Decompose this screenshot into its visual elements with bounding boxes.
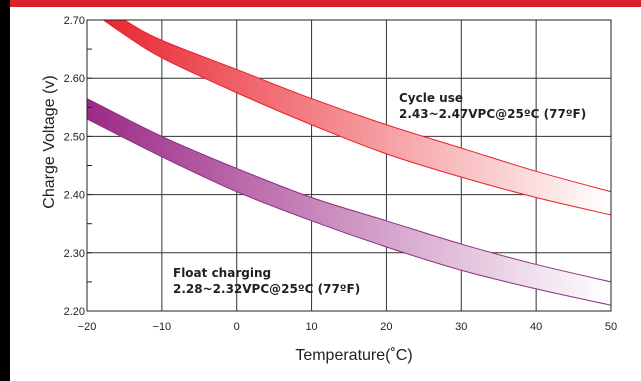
y-tick-label: 2.70 xyxy=(64,15,85,27)
x-tick-label: 10 xyxy=(305,321,317,333)
x-tick-label: −10 xyxy=(153,321,172,333)
y-tick-label: 2.40 xyxy=(64,190,85,202)
cycle-use-spec: 2.43~2.47VPC@25ºC (77ºF) xyxy=(399,107,586,121)
left-black-bar xyxy=(0,0,10,381)
y-tick-label: 2.50 xyxy=(64,131,85,143)
band-1 xyxy=(87,98,611,306)
x-tick-label: −20 xyxy=(78,321,97,333)
float-charging-label: Float charging xyxy=(173,266,271,280)
y-tick-label: 2.30 xyxy=(64,248,85,260)
x-tick-label: 30 xyxy=(455,321,467,333)
tick-marks xyxy=(87,19,92,312)
top-red-bar xyxy=(0,0,641,7)
x-tick-labels: −20 −10 0 10 20 30 40 50 xyxy=(78,321,617,333)
x-tick-label: 20 xyxy=(380,321,392,333)
x-axis-title: Temperature(˚C) xyxy=(295,347,412,364)
y-tick-labels: 2.20 2.30 2.40 2.50 2.60 2.70 xyxy=(64,15,85,318)
y-axis-title: Charge Voltage (v) xyxy=(41,75,58,208)
bands xyxy=(87,20,611,306)
y-tick-label: 2.60 xyxy=(64,73,85,85)
float-charging-spec: 2.28~2.32VPC@25ºC (77ºF) xyxy=(173,282,360,296)
x-tick-label: 0 xyxy=(234,321,240,333)
cycle-use-label: Cycle use xyxy=(399,91,463,105)
x-tick-label: 40 xyxy=(530,321,542,333)
x-tick-label: 50 xyxy=(605,321,617,333)
y-tick-label: 2.20 xyxy=(64,306,85,318)
